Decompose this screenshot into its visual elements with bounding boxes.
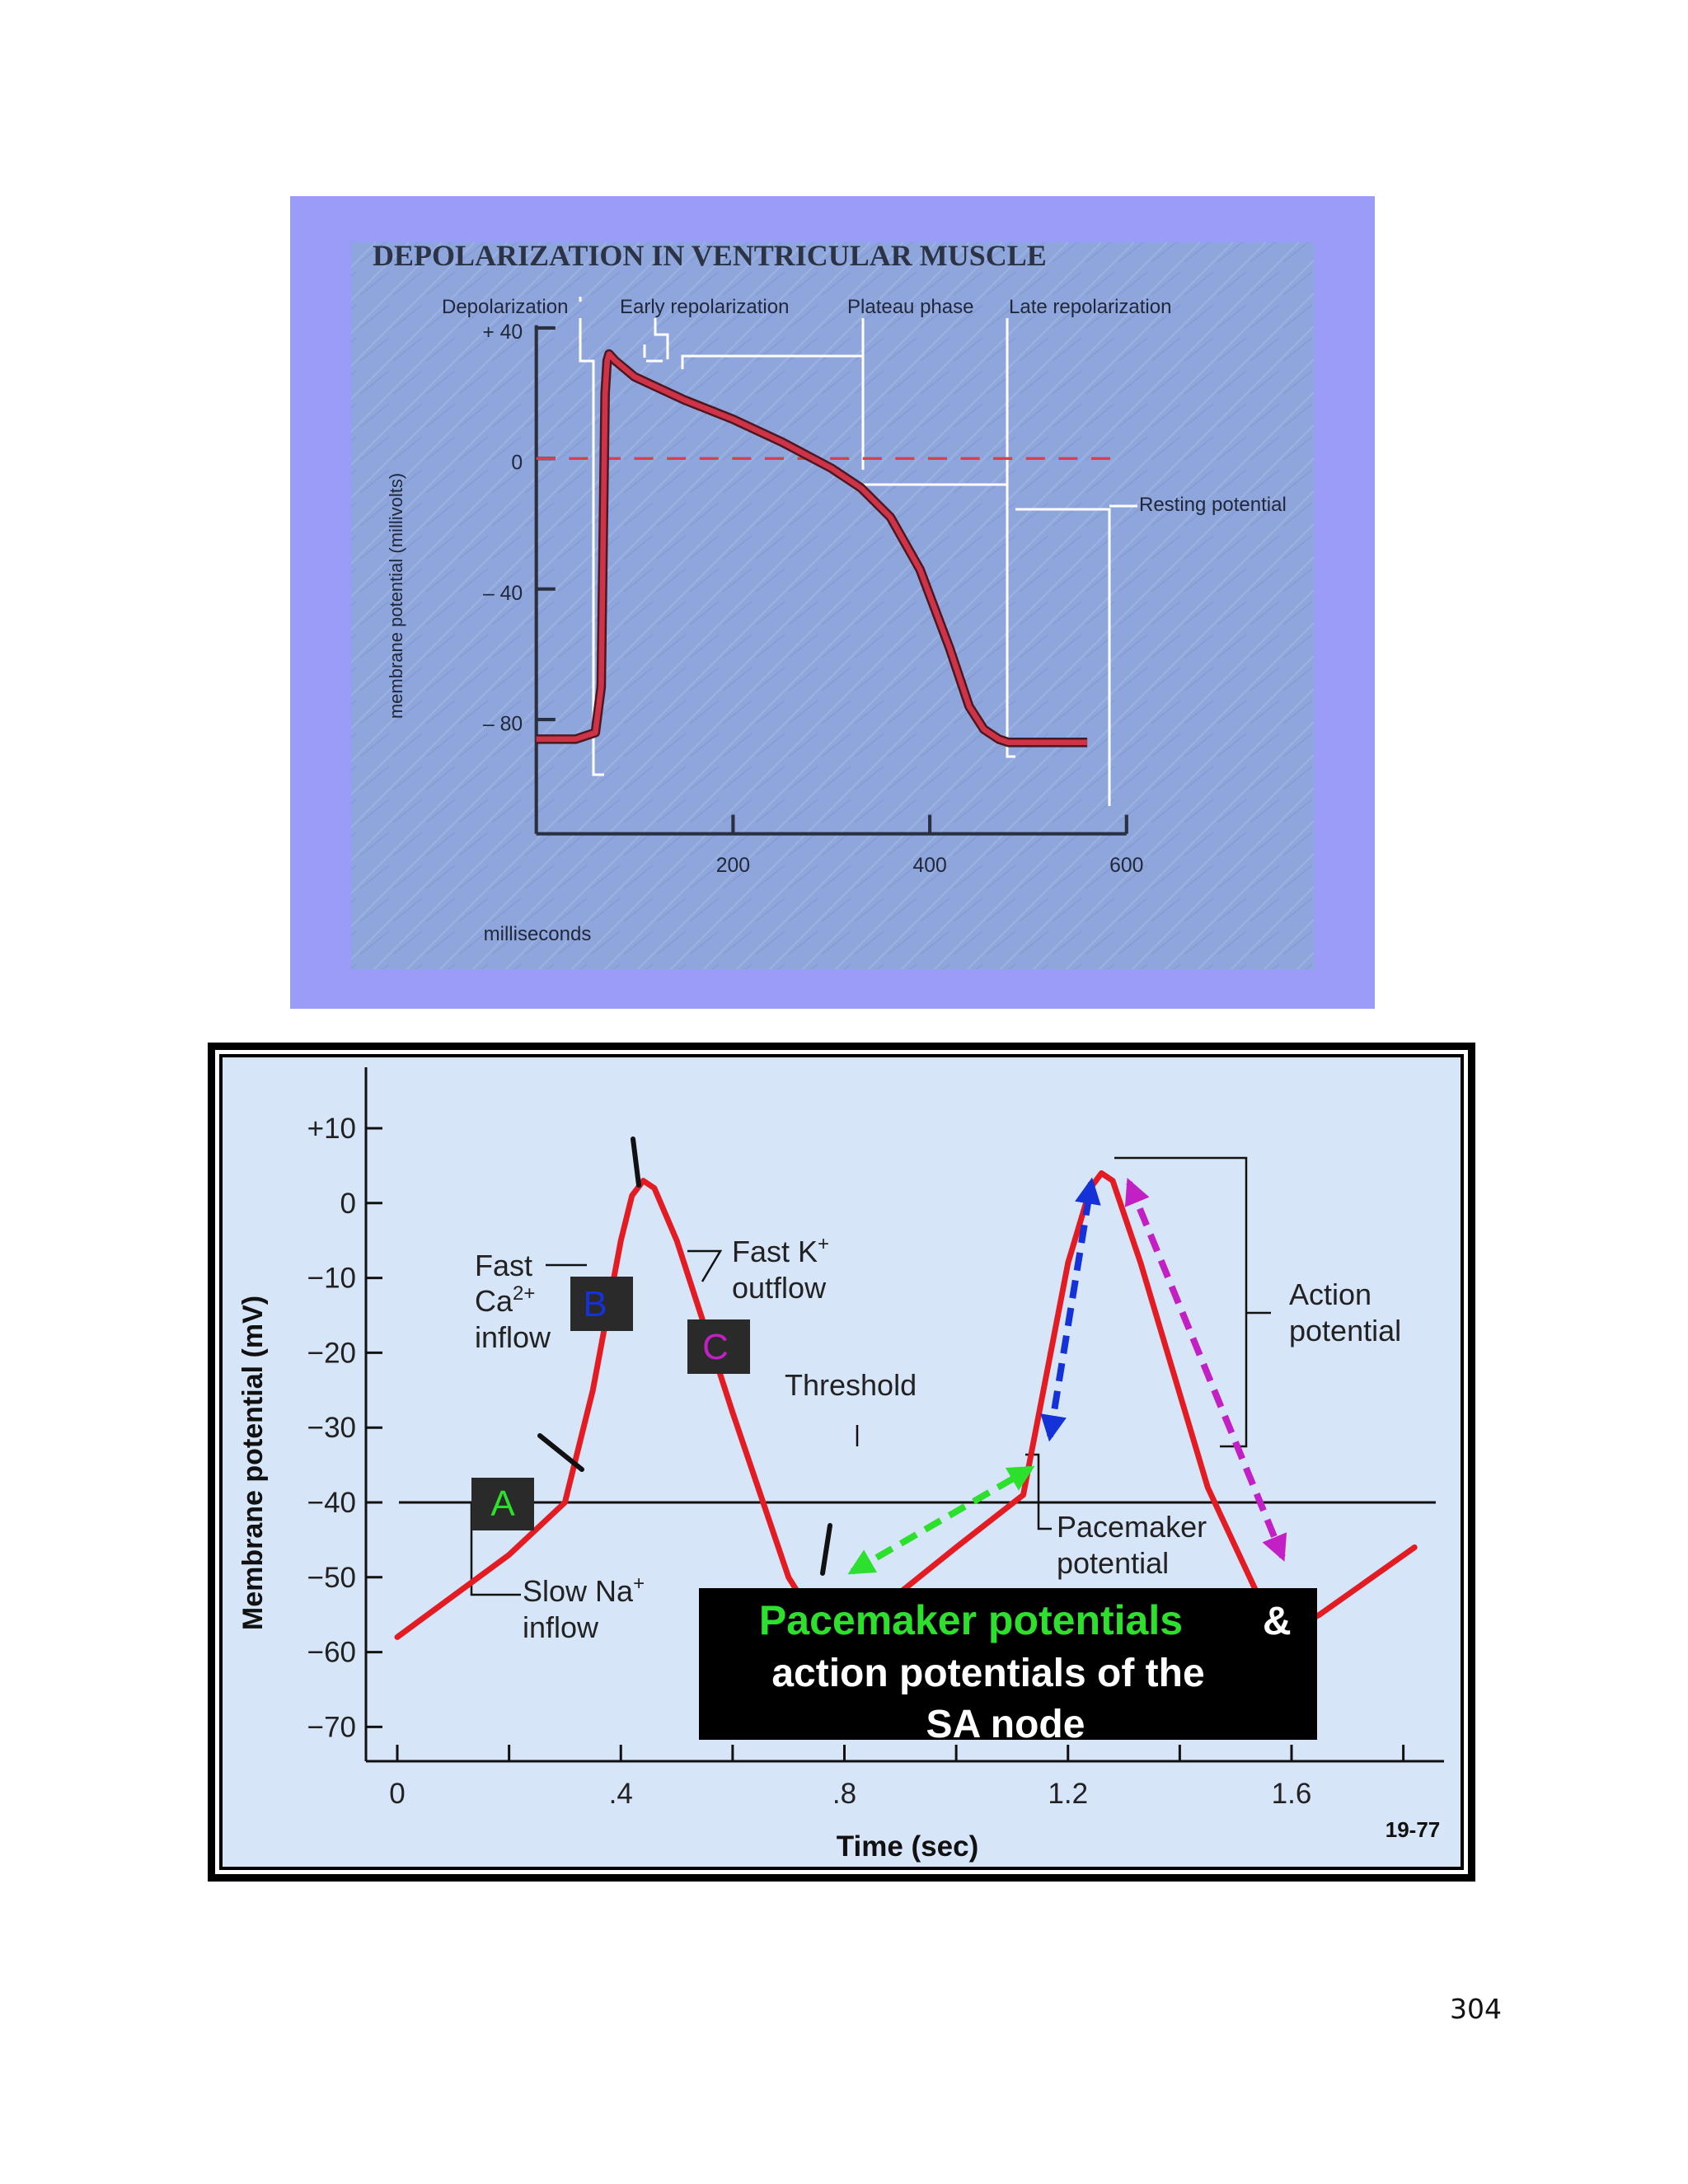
slow-na-label-charge: +	[633, 1572, 645, 1595]
caption-box: Pacemaker potentials & action potentials…	[699, 1588, 1317, 1746]
chart2-x-tick-label: .4	[609, 1778, 633, 1810]
fast-k-label-line2: outflow	[732, 1271, 827, 1305]
fast-ca-label-ca: Ca	[475, 1284, 513, 1318]
sa-node-chart: +10 0 −10 −20 −30 −40 −50 −60 −70 0 .4 .8 1.2 1.6 Me…	[208, 1043, 1475, 1882]
chart1-y-axis-label: membrane potential (millivolts)	[386, 473, 406, 719]
marker-a-letter: A	[490, 1483, 515, 1524]
phase-label-early-repolarization: Early repolarization	[620, 296, 789, 318]
chart1-y-tick-label: – 40	[483, 583, 523, 605]
depolarization-arrow	[1040, 1177, 1101, 1442]
figure-number: 19-77	[1386, 1817, 1441, 1842]
slow-na-label: Slow Na	[523, 1574, 634, 1608]
chart2-x-tick-label: 1.6	[1272, 1778, 1312, 1810]
caption-line3: SA node	[926, 1703, 1085, 1746]
chart1-x-axis-label: milliseconds	[484, 923, 592, 945]
chart1-x-tick-label: 200	[716, 855, 750, 877]
chart1-y-tick-label: 0	[511, 452, 523, 475]
threshold-label: Threshold	[785, 1368, 917, 1402]
action-label-line1: Action	[1289, 1277, 1372, 1311]
chart2-x-tick-label: 1.2	[1048, 1778, 1088, 1810]
repolarization-arrow	[1124, 1178, 1287, 1562]
chart2-y-tick-label: −50	[307, 1562, 356, 1594]
chart2-y-tick-label: 0	[340, 1188, 356, 1220]
chart2-x-tick-label: 0	[389, 1778, 405, 1810]
chart2-y-tick-label: −20	[307, 1337, 356, 1369]
fast-ca-label-line3: inflow	[475, 1320, 551, 1354]
chart2-y-tick-label: −40	[307, 1487, 356, 1519]
chart2-y-tick-label: −10	[307, 1263, 356, 1295]
chart2-y-ticks: +10 0 −10 −20 −30 −40 −50 −60 −70	[307, 1113, 382, 1743]
chart1-y-tick-label: – 80	[483, 713, 523, 735]
pacemaker-label-line2: potential	[1057, 1546, 1169, 1580]
chart2-x-tick-label: .8	[832, 1778, 856, 1810]
ventricular-chart: DEPOLARIZATION IN VENTRICULAR MUSCLE Dep…	[290, 196, 1375, 1009]
svg-text:Ca2+: Ca2+	[475, 1282, 535, 1318]
caption-green: Pacemaker potentials	[759, 1597, 1183, 1643]
phase-brackets	[579, 297, 1137, 806]
chart2-y-tick-label: −70	[307, 1711, 356, 1743]
fast-ca-label-line1: Fast	[475, 1249, 532, 1282]
chart1-x-ticks: 200 400 600	[716, 814, 1143, 877]
chart2-y-tick-label: −60	[307, 1637, 356, 1669]
chart1-trace	[536, 351, 1088, 746]
svg-text:Fast K+: Fast K+	[732, 1233, 829, 1268]
chart1-x-tick-label: 400	[912, 855, 946, 877]
phase-label-late-repolarization: Late repolarization	[1009, 296, 1171, 318]
marker-b-letter: B	[583, 1284, 607, 1324]
phase-label-depolarization: Depolarization	[442, 296, 568, 318]
annotation-labels: Fast Ca2+ inflow Fast K+ outflow Thresho…	[475, 1233, 1401, 1644]
resting-potential-label: Resting potential	[1139, 494, 1287, 516]
caption-line2: action potentials of the	[771, 1652, 1204, 1695]
svg-text:Slow Na+: Slow Na+	[523, 1572, 645, 1608]
chart1-axes	[534, 325, 1127, 836]
phase-label-plateau: Plateau phase	[847, 296, 973, 318]
marker-a: A	[471, 1478, 534, 1530]
fast-k-label: Fast K	[732, 1235, 818, 1268]
pacemaker-label-line1: Pacemaker	[1057, 1510, 1207, 1544]
marker-c: C	[687, 1319, 750, 1374]
marker-b: B	[570, 1277, 633, 1331]
pacemaker-arrow	[847, 1465, 1035, 1575]
chart2-x-ticks: 0 .4 .8 1.2 1.6	[389, 1745, 1405, 1810]
trace-hash-marks	[537, 1137, 832, 1576]
fast-k-label-charge: +	[818, 1233, 829, 1255]
action-label-line2: potential	[1289, 1314, 1401, 1347]
chart2-axes	[364, 1067, 1444, 1763]
marker-c-letter: C	[702, 1327, 729, 1367]
chart2-y-axis-label: Membrane potential (mV)	[237, 1296, 269, 1630]
chart1-title: DEPOLARIZATION IN VENTRICULAR MUSCLE	[373, 239, 1047, 272]
chart2-x-axis-label: Time (sec)	[837, 1830, 979, 1863]
chart2-plot-background	[223, 1057, 1461, 1867]
chart1-y-tick-label: + 40	[482, 321, 523, 344]
fast-ca-label-charge: 2+	[513, 1282, 535, 1305]
chart1-x-tick-label: 600	[1109, 855, 1143, 877]
caption-ampersand: &	[1263, 1600, 1292, 1643]
chart1-y-ticks: + 40 0 – 40 – 80	[482, 321, 556, 735]
slow-na-label-line2: inflow	[523, 1610, 599, 1644]
chart2-y-tick-label: +10	[307, 1113, 356, 1145]
chart2-y-tick-label: −30	[307, 1412, 356, 1444]
page-number: 304	[1450, 1993, 1502, 2025]
